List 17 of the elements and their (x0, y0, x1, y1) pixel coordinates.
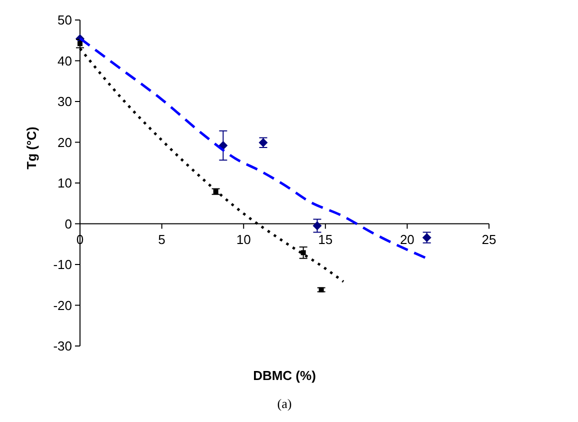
text: (a) (277, 396, 292, 411)
x-tick-label: 15 (318, 232, 333, 247)
y-tick-label: 0 (64, 216, 72, 232)
x-tick-label: 5 (158, 232, 166, 247)
y-tick-label: 10 (58, 176, 72, 191)
y-tick-label: -20 (53, 298, 72, 313)
x-tick-label: 20 (400, 232, 414, 247)
x-axis-title: DBMC (%) (253, 368, 316, 383)
y-tick-label: 40 (58, 53, 72, 68)
y-tick-label: 20 (58, 134, 72, 150)
y-tick-label: -30 (53, 338, 72, 354)
x-tick-label: 10 (236, 232, 251, 247)
y-axis-title: Tg (°C) (24, 126, 39, 170)
y-tick-label: 30 (58, 94, 72, 110)
y-tick-label: 50 (58, 12, 72, 28)
y-tick-label: -10 (53, 257, 72, 272)
x-tick-label: 25 (482, 232, 496, 247)
